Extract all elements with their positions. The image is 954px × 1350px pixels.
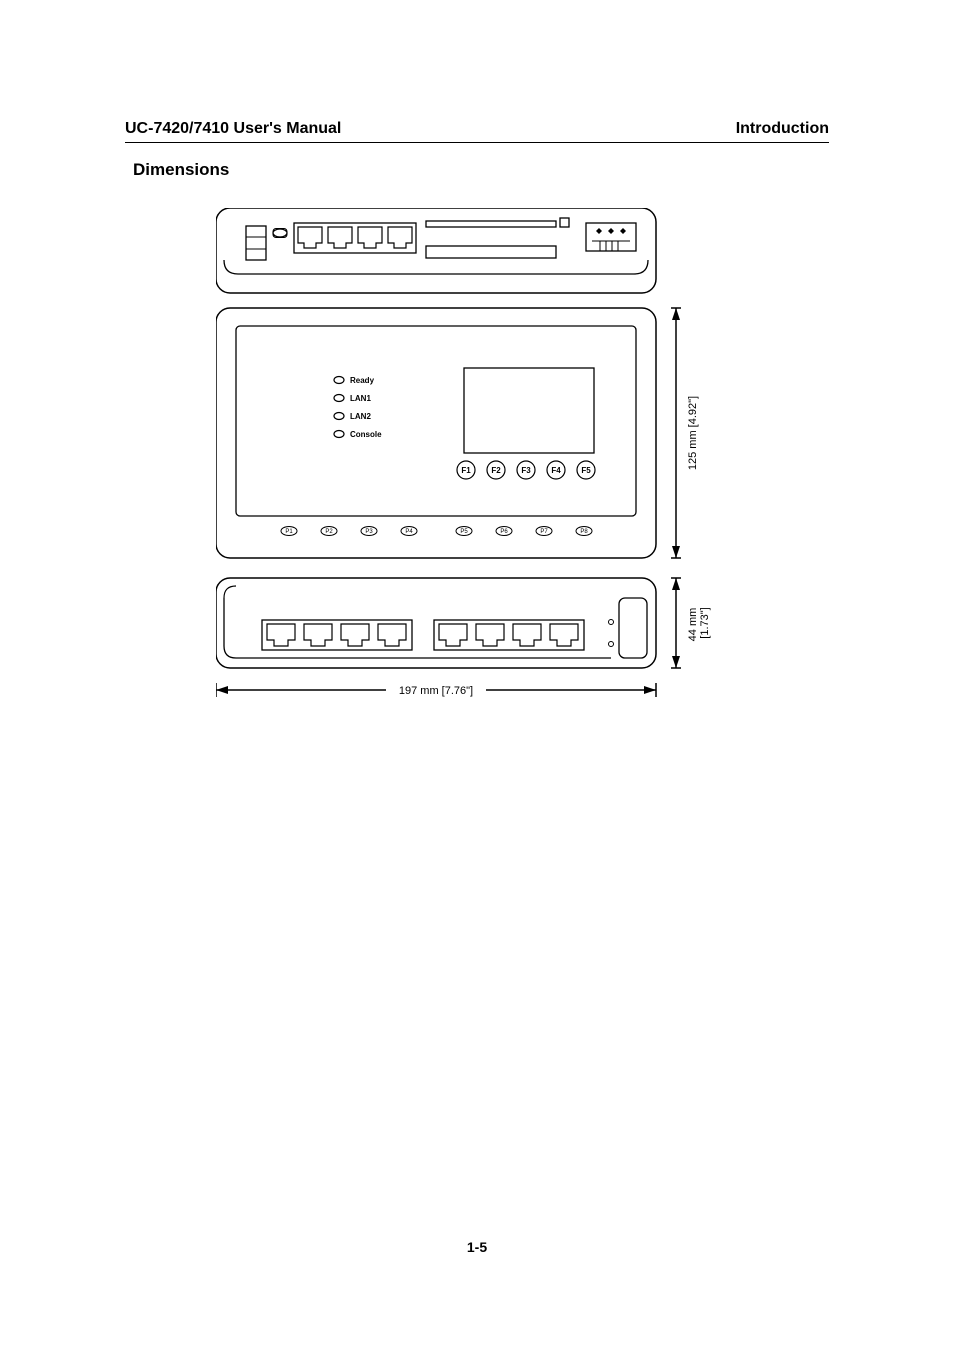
port-p1: P1 (285, 529, 293, 535)
dim-width-label: 197 mm [7.76"] (399, 685, 473, 697)
led-lan2: LAN2 (350, 412, 371, 421)
led-lan1: LAN1 (350, 394, 371, 403)
port-p2: P2 (325, 529, 333, 535)
top-view-panel: Ready LAN1 LAN2 Console F1 F2 (216, 308, 656, 558)
dim-depth: 125 mm [4.92"] (671, 308, 699, 558)
dimensions-diagram: Ready LAN1 LAN2 Console F1 F2 (216, 208, 740, 743)
fkey-f3: F3 (521, 466, 531, 475)
fkey-f5: F5 (581, 466, 591, 475)
dim-depth-label: 125 mm [4.92"] (687, 396, 699, 470)
svg-text:44 mm [1.73"]: 44 mm [1.73"] (687, 605, 711, 642)
port-p4: P4 (405, 529, 413, 535)
header-right: Introduction (736, 120, 829, 138)
port-p7: P7 (540, 529, 548, 535)
port-p3: P3 (365, 529, 373, 535)
port-p5: P5 (460, 529, 468, 535)
port-p8: P8 (580, 529, 588, 535)
page-number: 1-5 (0, 1239, 954, 1255)
fkey-f2: F2 (491, 466, 501, 475)
front-panel (216, 578, 656, 668)
section-title: Dimensions (133, 160, 229, 180)
fkey-f4: F4 (551, 466, 561, 475)
dim-width: 197 mm [7.76"] (216, 683, 656, 697)
dim-height: 44 mm [1.73"] (671, 578, 711, 668)
dim-height-label-2: [1.73"] (699, 607, 711, 638)
rear-panel (216, 208, 656, 293)
led-console: Console (350, 430, 382, 439)
led-ready: Ready (350, 376, 375, 385)
header-left: UC-7420/7410 User's Manual (125, 120, 341, 138)
dim-height-label-1: 44 mm (687, 608, 699, 642)
port-p6: P6 (500, 529, 508, 535)
fkey-f1: F1 (461, 466, 471, 475)
